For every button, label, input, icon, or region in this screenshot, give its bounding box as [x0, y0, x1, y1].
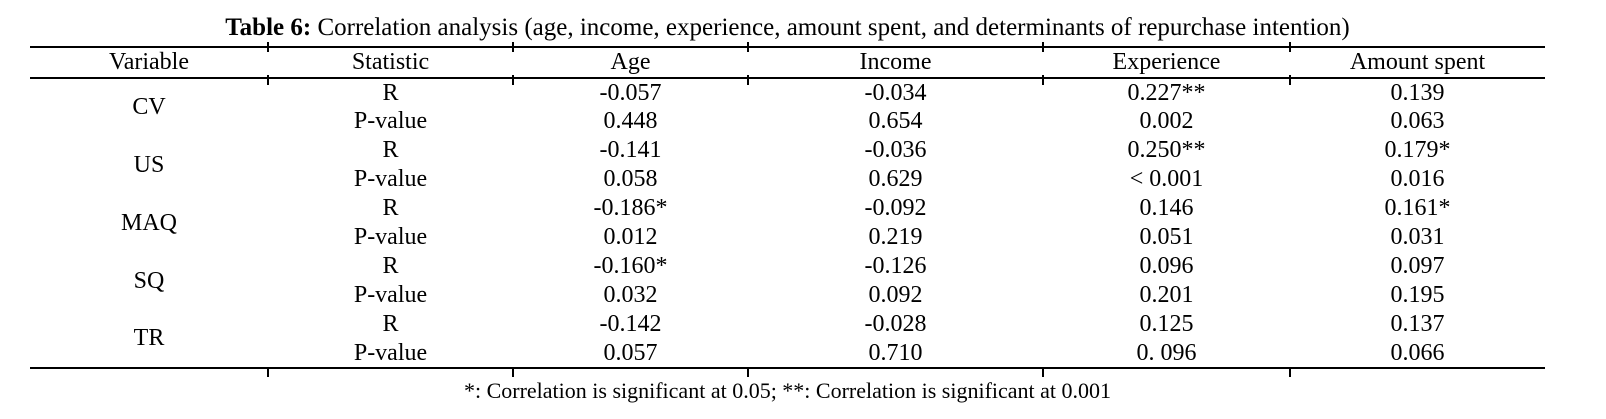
cell-tr-p-income: 0.710: [868, 339, 923, 366]
cell-cv-p-experience: 0.002: [1139, 108, 1194, 134]
statistic-label: R: [382, 253, 399, 279]
column-tick: [1042, 42, 1044, 52]
cell-us-p-experience: < 0.001: [1129, 166, 1204, 192]
column-tick: [512, 367, 514, 377]
statistic-label: P-value: [353, 339, 428, 366]
column-tick: [1289, 42, 1291, 52]
column-tick: [747, 367, 749, 377]
header-row: Variable Statistic Age Income Experience…: [30, 47, 1545, 79]
column-tick: [1289, 75, 1291, 85]
statistic-label: R: [382, 79, 399, 106]
cell-sq-r-income: -0.126: [864, 253, 927, 279]
statistic-label: R: [382, 311, 399, 337]
cell-tr-r-age: -0.142: [599, 311, 662, 337]
table-row: P-value 0.032 0.092 0.201 0.195: [30, 281, 1545, 310]
column-header-amount-spent: Amount spent: [1290, 47, 1545, 79]
table-row: P-value 0.058 0.629 < 0.001 0.016: [30, 165, 1545, 194]
cell-sq-r-age: -0.160*: [593, 253, 668, 279]
column-tick: [267, 75, 269, 85]
cell-cv-r-experience: 0.227**: [1127, 79, 1206, 106]
cell-tr-p-age: 0.057: [603, 339, 658, 366]
table-title: Table 6: Correlation analysis (age, inco…: [30, 12, 1545, 44]
cell-tr-r-income: -0.028: [864, 311, 927, 337]
cell-cv-r-amount: 0.139: [1390, 79, 1445, 106]
cell-us-p-amount: 0.016: [1390, 166, 1445, 192]
table-row: TR R -0.142 -0.028 0.125 0.137: [30, 310, 1545, 351]
cell-tr-r-amount: 0.137: [1390, 311, 1445, 337]
cell-maq-r-amount: 0.161*: [1384, 195, 1451, 221]
column-header-income: Income: [748, 47, 1043, 79]
table-caption: Correlation analysis (age, income, exper…: [311, 14, 1350, 41]
cell-us-p-income: 0.629: [868, 166, 923, 192]
column-header-statistic: Statistic: [268, 47, 513, 79]
cell-sq-p-amount: 0.195: [1390, 282, 1445, 308]
cell-tr-p-experience: 0. 096: [1136, 339, 1197, 366]
statistic-label: P-value: [353, 282, 428, 308]
cell-maq-p-age: 0.012: [603, 224, 658, 250]
cell-cv-p-income: 0.654: [868, 108, 923, 134]
cell-sq-p-income: 0.092: [868, 282, 923, 308]
cell-us-r-amount: 0.179*: [1384, 137, 1451, 163]
cell-maq-r-income: -0.092: [864, 195, 927, 221]
cell-maq-r-experience: 0.146: [1139, 195, 1194, 221]
column-tick: [512, 75, 514, 85]
column-tick: [512, 42, 514, 52]
table-number: Table 6:: [225, 14, 312, 41]
statistic-label: R: [382, 137, 399, 163]
table-row: US R -0.141 -0.036 0.250** 0.179*: [30, 136, 1545, 178]
cell-sq-r-amount: 0.097: [1390, 253, 1445, 279]
column-tick: [1042, 75, 1044, 85]
variable-cell-us: US: [133, 151, 165, 178]
correlation-table: Variable Statistic Age Income Experience…: [30, 46, 1545, 369]
cell-tr-r-experience: 0.125: [1139, 311, 1194, 337]
cell-maq-p-income: 0.219: [868, 224, 923, 250]
statistic-label: P-value: [353, 108, 428, 134]
variable-cell-cv: CV: [132, 94, 166, 120]
table-row: CV R -0.057 -0.034 0.227** 0.139: [30, 78, 1545, 121]
table-footnote: *: Correlation is significant at 0.05; *…: [463, 378, 1112, 403]
cell-us-p-age: 0.058: [603, 166, 658, 192]
cell-cv-r-age: -0.057: [599, 79, 662, 106]
cell-sq-r-experience: 0.096: [1139, 253, 1194, 279]
cell-us-r-income: -0.036: [864, 137, 927, 163]
cell-sq-p-age: 0.032: [603, 282, 658, 308]
table-row: MAQ R -0.186* -0.092 0.146 0.161*: [30, 194, 1545, 236]
cell-us-r-experience: 0.250**: [1127, 137, 1206, 163]
column-tick: [1042, 367, 1044, 377]
column-header-age: Age: [513, 47, 748, 79]
cell-cv-p-amount: 0.063: [1390, 108, 1445, 134]
cell-maq-p-amount: 0.031: [1390, 224, 1445, 250]
cell-maq-p-experience: 0.051: [1139, 224, 1194, 250]
cell-maq-r-age: -0.186*: [593, 195, 668, 221]
cell-us-r-age: -0.141: [599, 137, 662, 163]
column-header-variable: Variable: [30, 47, 268, 79]
table-row: P-value 0.012 0.219 0.051 0.031: [30, 223, 1545, 252]
variable-cell-tr: TR: [133, 325, 165, 351]
cell-cv-p-age: 0.448: [603, 108, 658, 134]
cell-sq-p-experience: 0.201: [1139, 282, 1194, 308]
column-tick: [747, 42, 749, 52]
column-tick: [267, 367, 269, 377]
variable-cell-sq: SQ: [133, 267, 165, 294]
cell-tr-p-amount: 0.066: [1390, 339, 1445, 366]
statistic-label: R: [382, 195, 399, 221]
table-row: SQ R -0.160* -0.126 0.096 0.097: [30, 252, 1545, 294]
table-row: P-value 0.448 0.654 0.002 0.063: [30, 107, 1545, 136]
column-tick: [267, 42, 269, 52]
table-row: P-value 0.057 0.710 0. 096 0.066: [30, 339, 1545, 368]
column-tick: [747, 75, 749, 85]
column-tick: [1289, 367, 1291, 377]
statistic-label: P-value: [353, 166, 428, 192]
statistic-label: P-value: [353, 224, 428, 250]
variable-cell-maq: MAQ: [120, 209, 177, 236]
column-header-experience: Experience: [1043, 47, 1290, 79]
cell-cv-r-income: -0.034: [864, 79, 927, 106]
